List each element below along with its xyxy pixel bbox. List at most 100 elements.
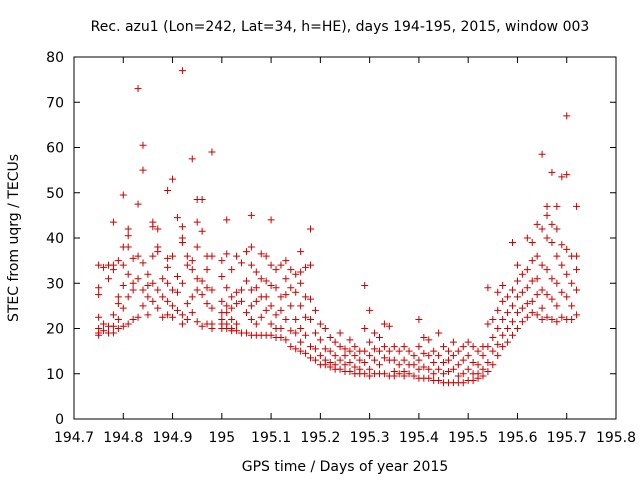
data-point: [257, 275, 265, 283]
data-point: [366, 372, 374, 380]
data-point: [297, 325, 305, 332]
data-point: [459, 379, 467, 387]
data-point: [469, 377, 477, 385]
data-point: [277, 334, 285, 342]
data-point: [563, 293, 571, 301]
data-point: [203, 300, 211, 308]
data-point: [494, 352, 502, 360]
data-point: [454, 361, 462, 369]
data-point: [183, 315, 191, 323]
data-point: [499, 282, 507, 290]
data-point: [415, 343, 423, 351]
data-point: [553, 202, 561, 210]
data-point: [164, 186, 172, 194]
data-point: [267, 302, 275, 310]
data-point: [469, 358, 477, 366]
data-point: [154, 225, 162, 233]
data-point: [267, 261, 275, 269]
data-point: [420, 334, 428, 342]
data-point: [509, 318, 517, 326]
data-point: [533, 311, 541, 319]
data-point: [361, 282, 369, 290]
data-point: [331, 352, 339, 360]
data-point: [509, 302, 517, 310]
data-point: [375, 334, 383, 342]
data-point: [257, 250, 265, 258]
data-point: [297, 338, 305, 346]
data-point: [449, 352, 457, 360]
data-point: [459, 370, 467, 378]
data-point: [366, 352, 374, 360]
data-point: [203, 284, 211, 292]
data-point: [292, 288, 300, 296]
x-tick-label: 195.5: [448, 430, 488, 446]
data-point: [316, 336, 324, 344]
data-point: [548, 239, 556, 247]
y-tick-label: 10: [46, 367, 64, 383]
data-point: [356, 356, 364, 364]
data-point: [169, 175, 177, 183]
data-point: [311, 329, 319, 337]
data-point: [484, 320, 492, 328]
data-point: [252, 268, 260, 276]
y-tick-label: 60: [46, 141, 64, 157]
data-point: [169, 302, 177, 310]
data-point: [198, 277, 206, 285]
data-point: [164, 254, 172, 262]
data-point: [307, 295, 315, 303]
data-point: [208, 286, 216, 294]
data-point: [164, 279, 172, 287]
data-point: [415, 365, 423, 373]
data-point: [558, 173, 566, 181]
data-point: [563, 112, 571, 120]
data-point: [331, 338, 339, 346]
data-point: [183, 252, 191, 260]
data-point: [139, 141, 147, 149]
data-point: [193, 275, 201, 283]
data-point: [558, 288, 566, 296]
data-point: [178, 67, 186, 75]
data-point: [361, 358, 369, 366]
data-point: [134, 200, 142, 208]
data-point: [198, 196, 206, 204]
data-point: [474, 374, 482, 382]
data-point: [252, 284, 260, 292]
y-tick-label: 70: [46, 95, 64, 111]
data-point: [247, 243, 255, 251]
data-point: [543, 211, 551, 219]
data-point: [538, 304, 546, 312]
data-point: [390, 372, 398, 380]
data-point: [459, 343, 467, 351]
data-point: [114, 293, 122, 301]
data-point: [513, 309, 521, 317]
data-point: [109, 218, 117, 226]
data-point: [361, 347, 369, 355]
data-point: [119, 282, 127, 290]
data-point: [233, 320, 241, 328]
data-point: [159, 275, 167, 283]
data-point: [129, 315, 137, 323]
data-point: [390, 343, 398, 351]
data-point: [538, 261, 546, 269]
ticks-layer: 194.7 194.8 194.9 195 195.1 195.2 195.3 195.4 19…: [46, 50, 636, 446]
data-point: [435, 365, 443, 373]
data-point: [415, 356, 423, 364]
data-point: [193, 286, 201, 294]
data-point: [287, 327, 295, 335]
data-point: [568, 302, 576, 310]
data-point: [385, 322, 393, 330]
data-point: [223, 250, 231, 258]
data-point: [223, 216, 231, 224]
data-point: [504, 325, 512, 332]
data-point: [484, 343, 492, 351]
data-point: [198, 291, 206, 299]
data-point: [400, 356, 408, 364]
data-point: [366, 306, 374, 314]
data-point: [262, 277, 270, 285]
data-point: [193, 243, 201, 251]
data-point: [499, 315, 507, 323]
data-point: [415, 315, 423, 323]
data-point: [247, 302, 255, 310]
data-point: [164, 297, 172, 305]
data-point: [435, 377, 443, 385]
